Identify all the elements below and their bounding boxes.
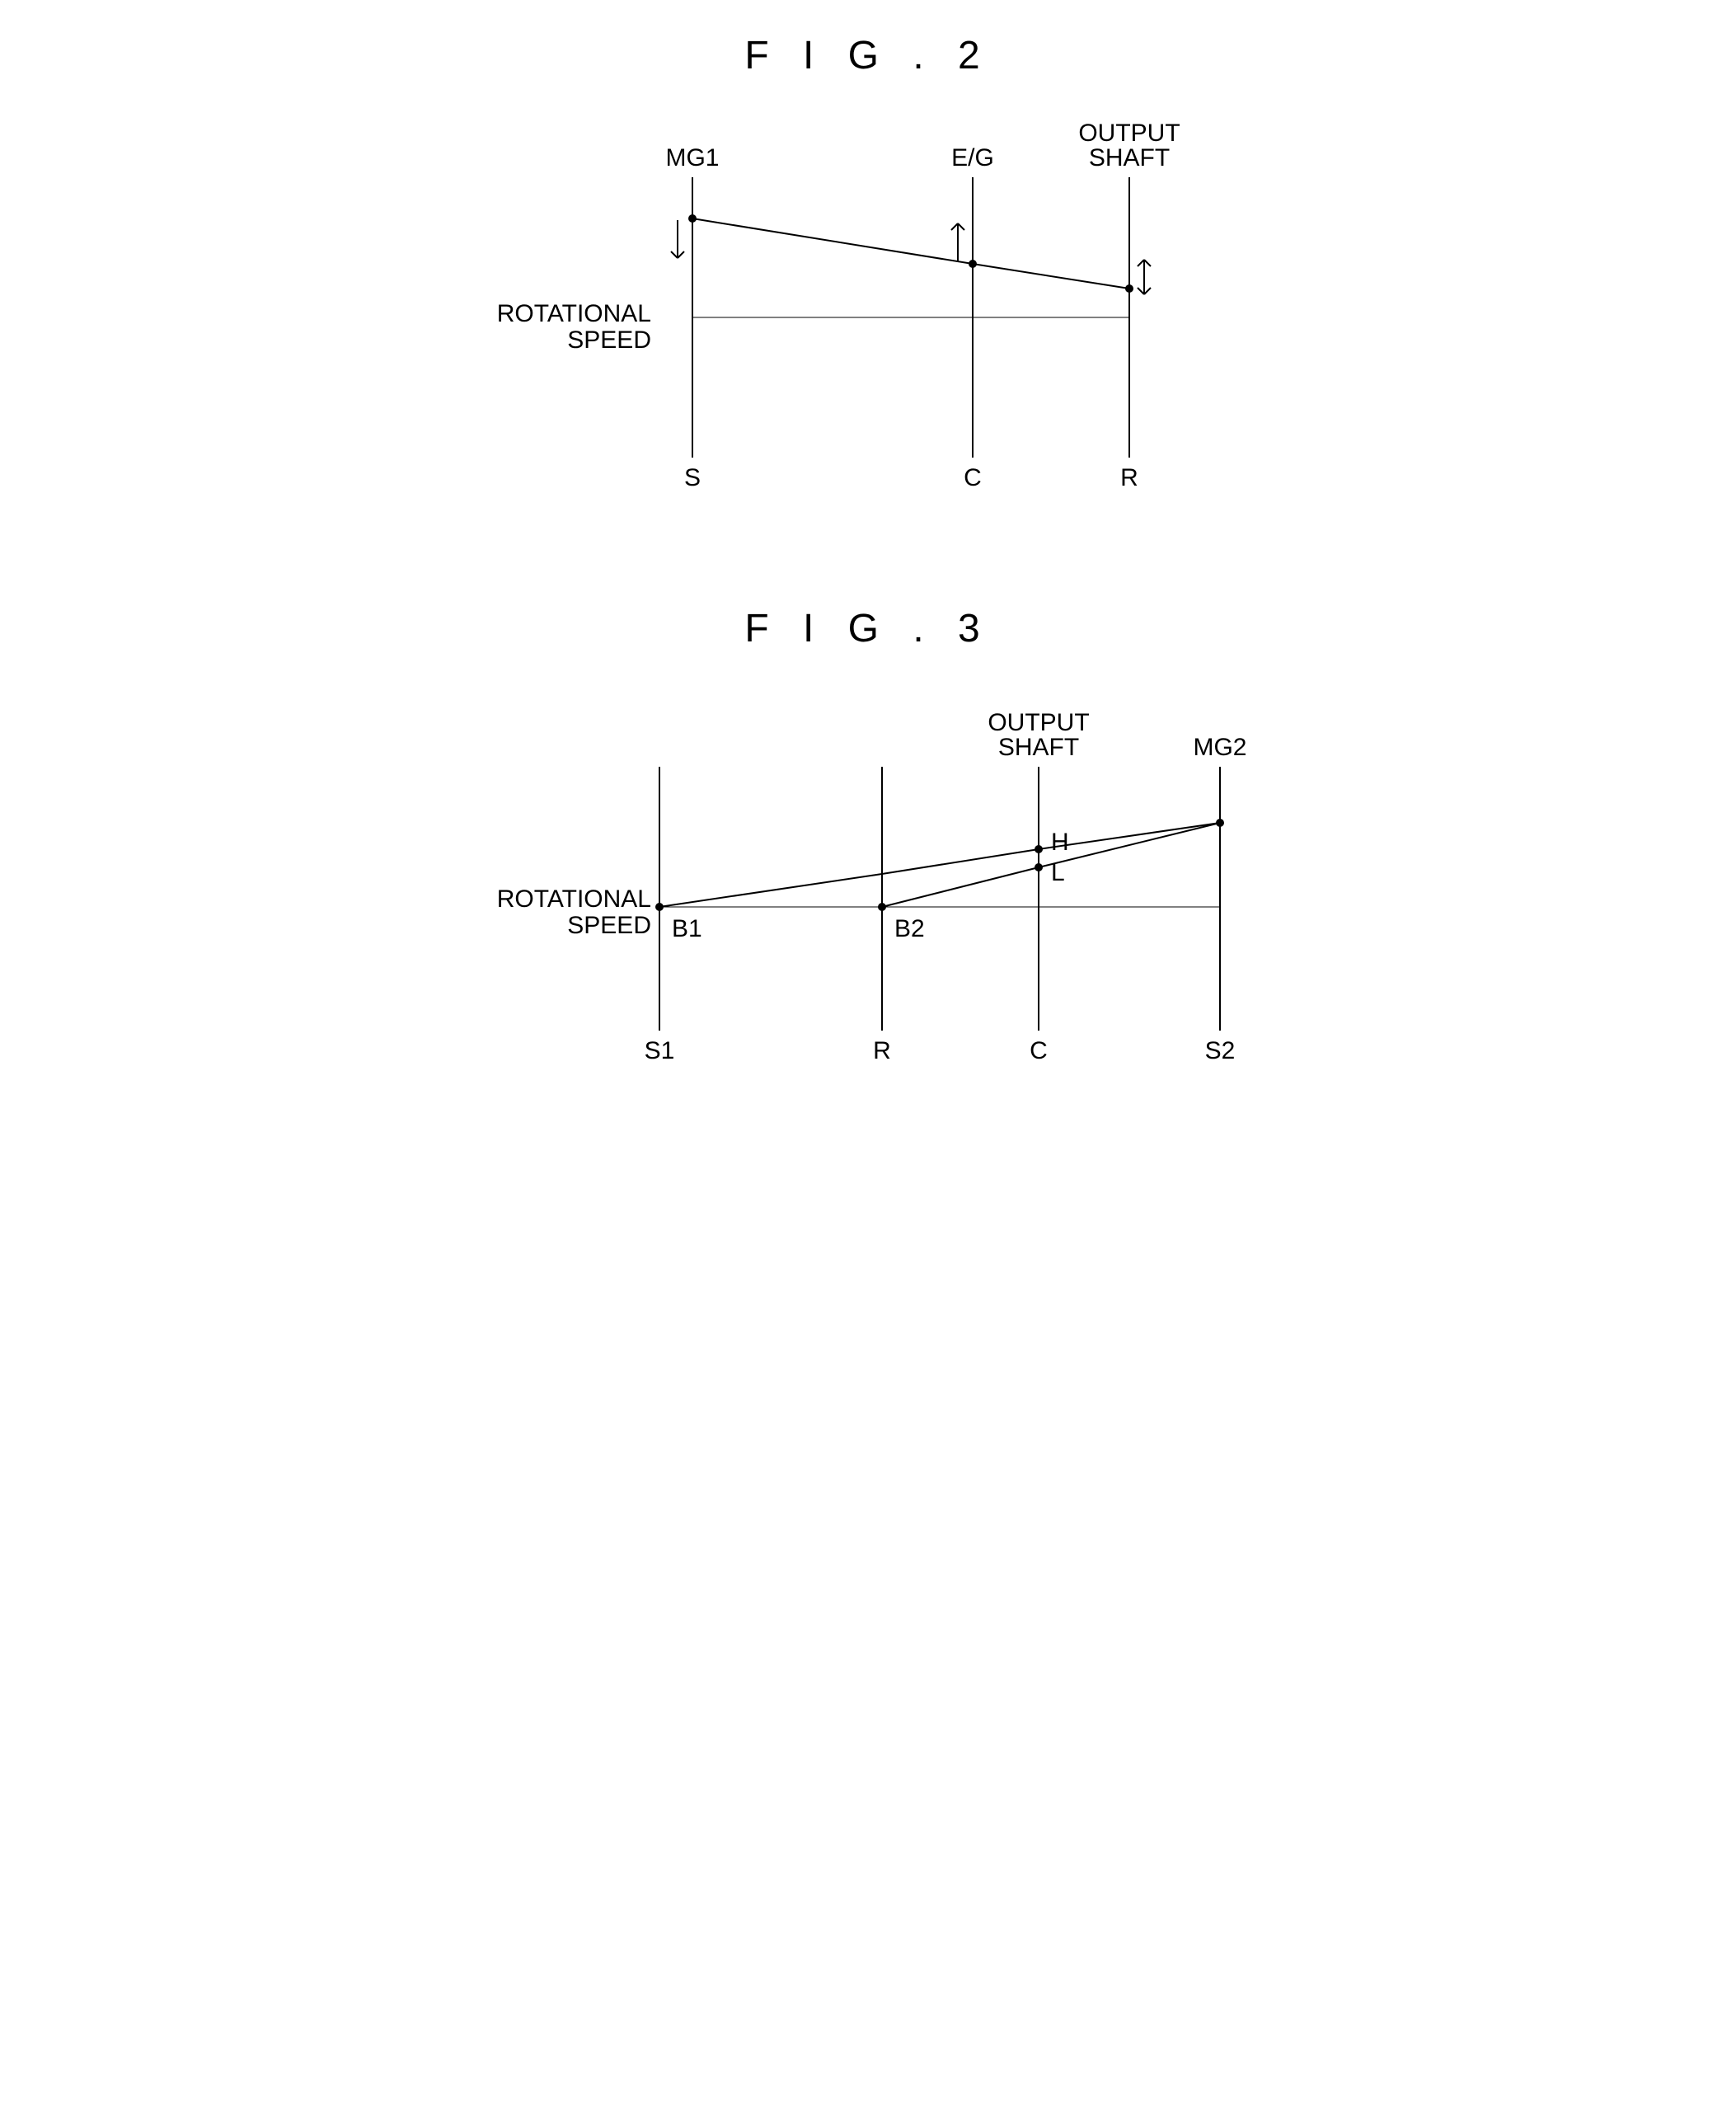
fig2-bottom-label-1: C (956, 464, 989, 492)
fig3-top-label-2-l1: OUTPUT (977, 709, 1100, 737)
fig3-bottom-label-1: R (861, 1037, 903, 1065)
fig2-bottom-label-2: R (1113, 464, 1146, 492)
fig2-y-label: ROTATIONALSPEED (462, 301, 651, 353)
fig3-bottom-label-2: C (1018, 1037, 1059, 1065)
fig3-point-label-0: H (1051, 829, 1084, 857)
fig2-top-label-0: MG1 (655, 144, 730, 172)
fig3-bottom-label-0: S1 (639, 1037, 680, 1065)
fig3-title: F I G . 3 (445, 606, 1291, 651)
fig3-svg (445, 701, 1269, 1064)
fig2-bottom-label-0: S (676, 464, 709, 492)
fig3-point-label-1: L (1051, 859, 1084, 887)
fig3-chart: S1 R OUTPUTSHAFT C MG2 S2 B1 B2 HL ROTATIONALSPEE… (445, 701, 1269, 1064)
fig2-title: F I G . 2 (445, 33, 1291, 78)
fig2-top-label-2-l1: OUTPUT (1067, 120, 1191, 148)
fig2-chart: MG1SE/GCOUTPUTSHAFTRROTATIONALSPEED (445, 128, 1269, 491)
fig3-baseline-label-1: B2 (894, 915, 944, 943)
fig2-top-label-2-l2: SHAFT (1067, 144, 1191, 172)
fig3-top-label-2-l2: SHAFT (977, 734, 1100, 762)
fig2-top-label-1: E/G (936, 144, 1010, 172)
fig3-bottom-label-3: S2 (1199, 1037, 1241, 1065)
fig3-top-label-3: MG2 (1183, 734, 1257, 762)
fig3-baseline-label-0: B1 (672, 915, 721, 943)
fig3-y-label: ROTATIONALSPEED (462, 886, 651, 938)
